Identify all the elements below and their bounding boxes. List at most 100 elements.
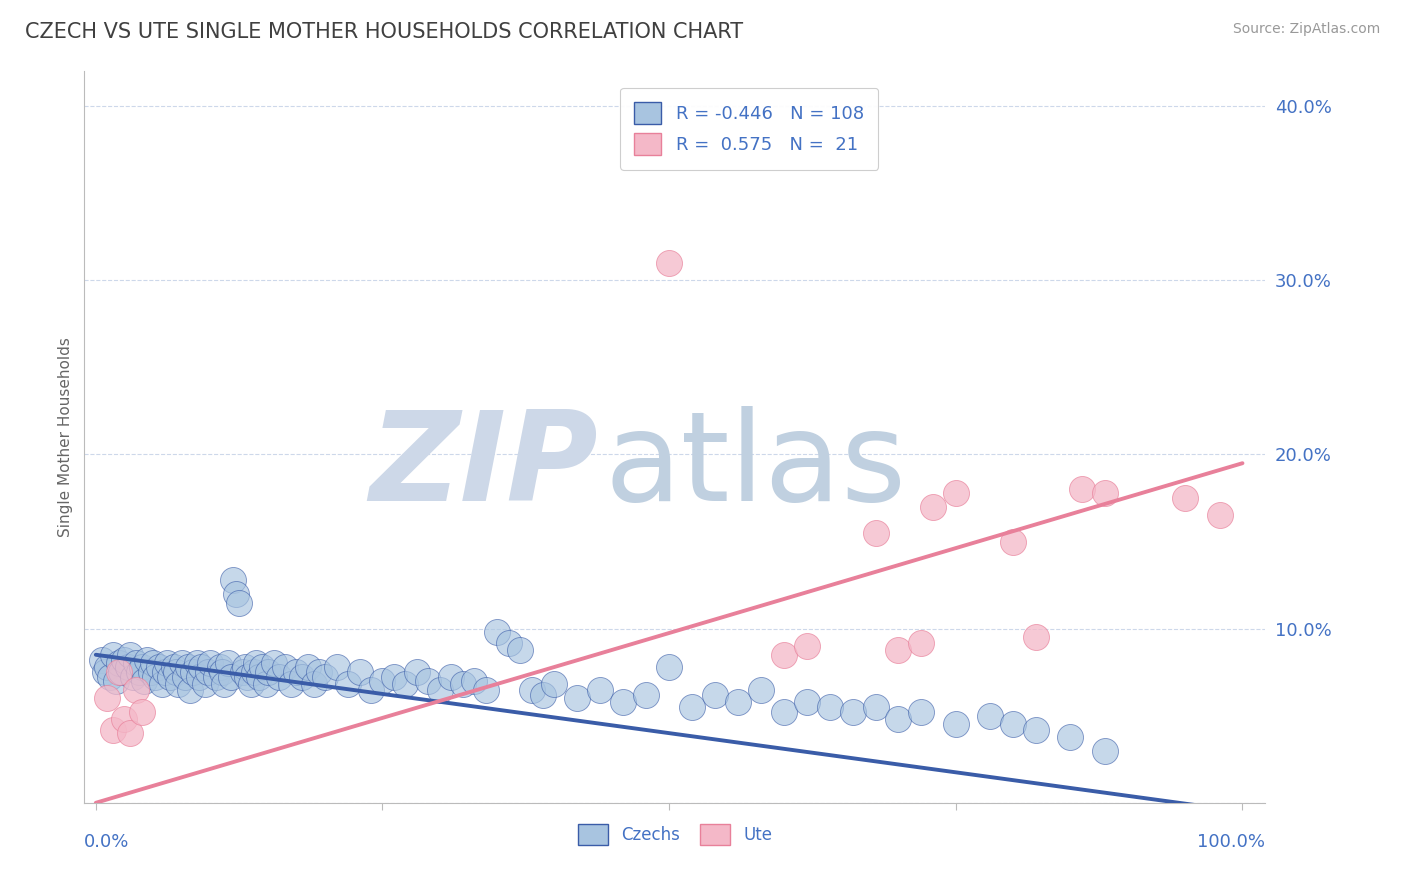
Point	[188, 670, 211, 684]
Point	[94, 665, 117, 680]
Point	[887, 712, 910, 726]
Point	[128, 665, 150, 680]
Point	[910, 705, 932, 719]
Point	[429, 682, 451, 697]
Point	[136, 653, 159, 667]
Point	[225, 587, 247, 601]
Point	[107, 657, 129, 671]
Point	[1025, 631, 1047, 645]
Point	[274, 660, 297, 674]
Point	[110, 665, 132, 680]
Point	[1094, 743, 1116, 757]
Point	[1002, 717, 1025, 731]
Point	[612, 695, 634, 709]
Point	[727, 695, 749, 709]
Point	[658, 660, 681, 674]
Point	[567, 691, 589, 706]
Point	[440, 670, 463, 684]
Point	[349, 665, 371, 680]
Point	[96, 691, 118, 706]
Point	[291, 670, 314, 684]
Point	[90, 653, 112, 667]
Point	[239, 677, 262, 691]
Point	[302, 677, 325, 691]
Text: ZIP: ZIP	[370, 406, 598, 527]
Point	[1094, 485, 1116, 500]
Point	[181, 665, 204, 680]
Text: 100.0%: 100.0%	[1198, 833, 1265, 851]
Point	[1071, 483, 1094, 497]
Point	[174, 670, 197, 684]
Point	[796, 639, 818, 653]
Point	[280, 677, 302, 691]
Point	[1174, 491, 1197, 505]
Point	[150, 677, 173, 691]
Point	[887, 642, 910, 657]
Point	[163, 660, 186, 674]
Point	[772, 705, 794, 719]
Legend: Czechs, Ute: Czechs, Ute	[569, 816, 780, 853]
Point	[167, 677, 190, 691]
Point	[520, 682, 543, 697]
Point	[153, 665, 176, 680]
Point	[841, 705, 863, 719]
Point	[125, 682, 148, 697]
Point	[121, 670, 143, 684]
Point	[1025, 723, 1047, 737]
Point	[865, 525, 887, 540]
Point	[142, 657, 165, 671]
Point	[217, 657, 239, 671]
Point	[194, 677, 217, 691]
Point	[176, 660, 198, 674]
Point	[285, 665, 308, 680]
Point	[232, 665, 254, 680]
Point	[360, 682, 382, 697]
Point	[796, 695, 818, 709]
Point	[325, 660, 347, 674]
Point	[818, 700, 841, 714]
Point	[314, 670, 336, 684]
Point	[486, 625, 509, 640]
Point	[186, 657, 208, 671]
Point	[159, 670, 181, 684]
Y-axis label: Single Mother Households: Single Mother Households	[58, 337, 73, 537]
Point	[704, 688, 727, 702]
Point	[222, 573, 245, 587]
Point	[945, 717, 967, 731]
Point	[254, 677, 277, 691]
Point	[101, 723, 124, 737]
Point	[120, 648, 142, 662]
Point	[98, 670, 121, 684]
Point	[233, 660, 256, 674]
Point	[394, 677, 416, 691]
Point	[117, 660, 139, 674]
Point	[543, 677, 565, 691]
Point	[132, 673, 155, 688]
Point	[589, 682, 612, 697]
Point	[211, 665, 233, 680]
Point	[101, 648, 124, 662]
Point	[658, 256, 681, 270]
Point	[120, 726, 142, 740]
Point	[406, 665, 429, 680]
Point	[1208, 508, 1230, 523]
Point	[263, 657, 285, 671]
Point	[107, 665, 129, 680]
Point	[865, 700, 887, 714]
Point	[200, 657, 222, 671]
Point	[910, 635, 932, 649]
Point	[236, 670, 259, 684]
Text: atlas: atlas	[605, 406, 905, 527]
Point	[245, 657, 267, 671]
Point	[139, 665, 162, 680]
Point	[125, 657, 148, 671]
Point	[463, 673, 485, 688]
Point	[749, 682, 772, 697]
Point	[179, 682, 201, 697]
Point	[208, 660, 231, 674]
Text: Source: ZipAtlas.com: Source: ZipAtlas.com	[1233, 22, 1381, 37]
Point	[250, 660, 273, 674]
Point	[145, 670, 167, 684]
Point	[1059, 730, 1081, 744]
Point	[509, 642, 531, 657]
